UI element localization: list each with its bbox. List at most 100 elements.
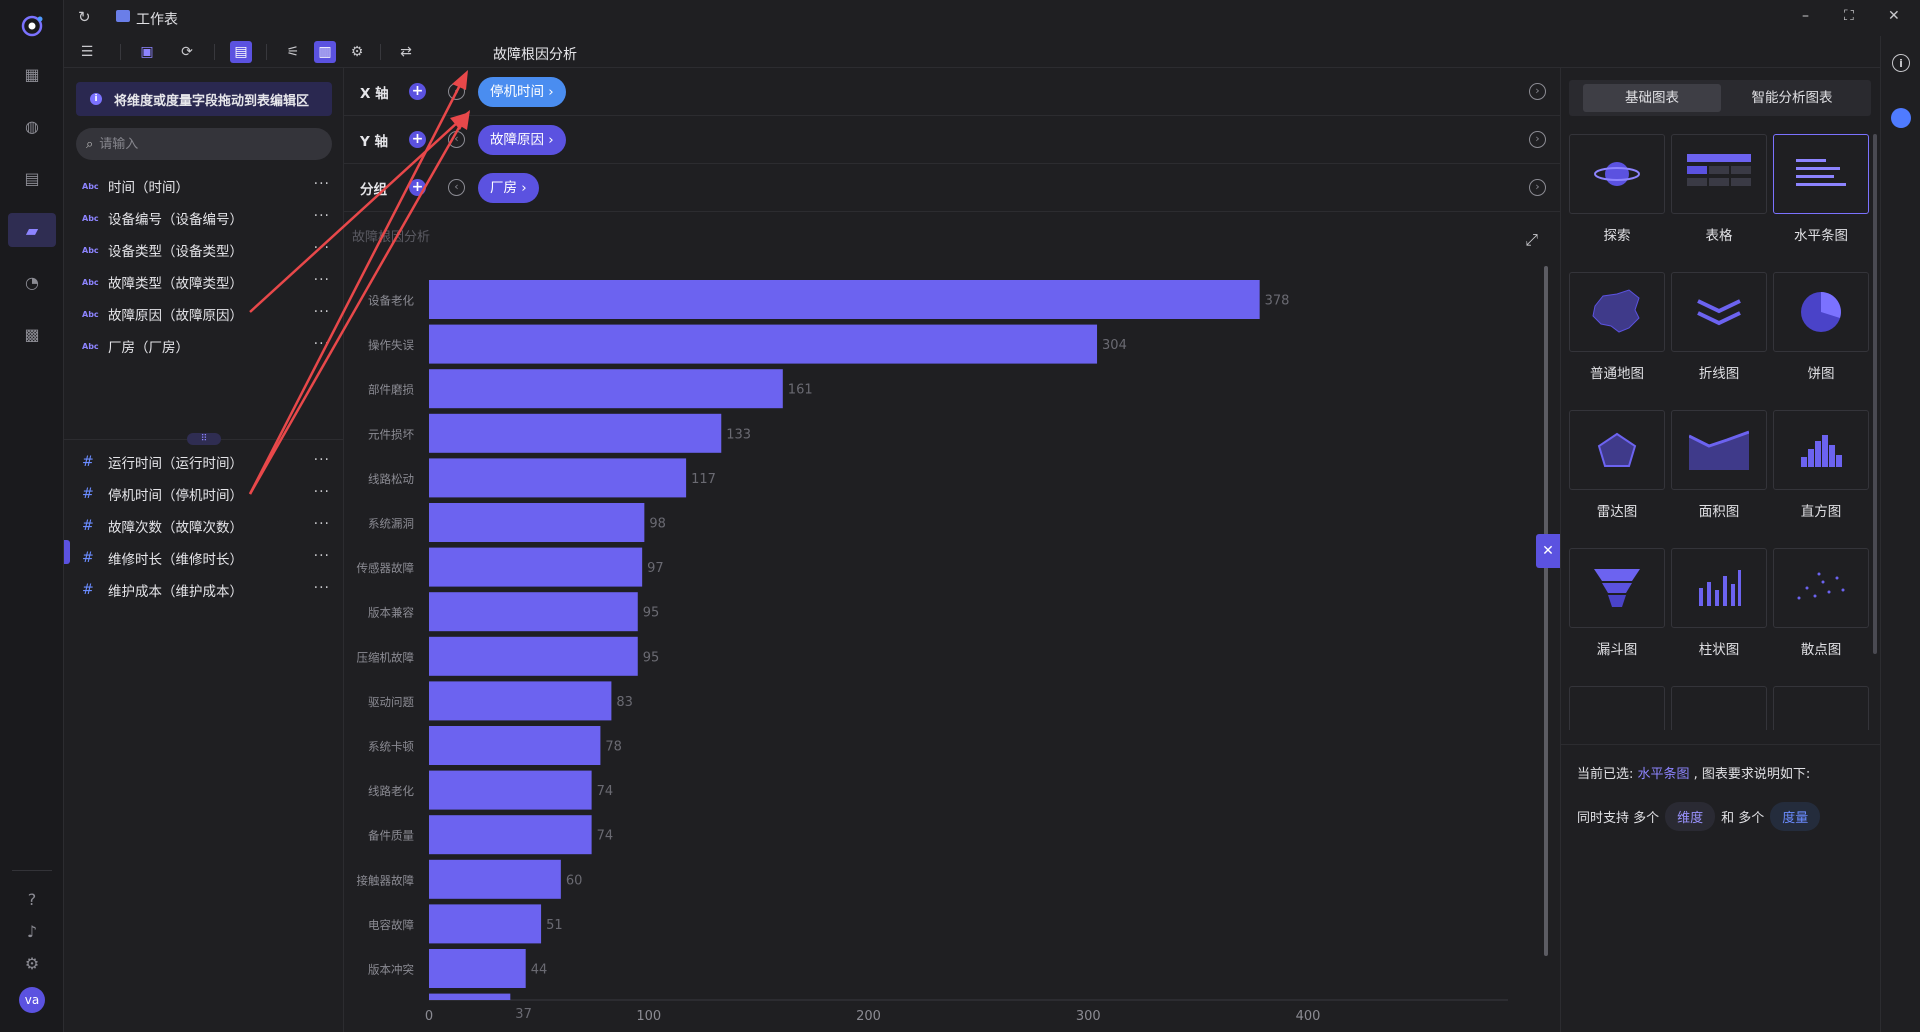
chart-type-tile[interactable]: 饼图 — [1773, 272, 1869, 382]
x-tick-label: 400 — [1296, 1009, 1321, 1024]
field-label: 故障原因（故障原因） — [108, 308, 243, 324]
search-icon: ⌕ — [86, 136, 94, 152]
field-item[interactable]: # 维修时长（维修时长） ··· — [64, 542, 344, 574]
chart-type-tile[interactable]: 漏斗图 — [1569, 548, 1665, 658]
field-item[interactable]: # 停机时间（停机时间） ··· — [64, 478, 344, 510]
chart-type-tile[interactable] — [1671, 686, 1767, 730]
more-icon[interactable]: ··· — [313, 484, 330, 500]
chart-panel-toggle-icon[interactable]: ▥ — [314, 41, 336, 63]
toolbar-separator — [380, 44, 381, 60]
add-icon[interactable]: + — [409, 131, 426, 148]
chart-type-tile[interactable]: 雷达图 — [1569, 410, 1665, 520]
tab-basic-charts[interactable]: 基础图表 — [1583, 84, 1721, 112]
field-label: 停机时间（停机时间） — [108, 488, 243, 504]
bar-value-label: 378 — [1265, 294, 1290, 309]
y-axis-pill[interactable]: 故障原因 › — [478, 125, 566, 155]
search-input[interactable] — [99, 136, 300, 152]
chart-title: 故障根因分析 — [352, 230, 431, 245]
panel-splitter[interactable]: ⠿ — [64, 433, 344, 445]
chart-type-tile[interactable]: 直方图 — [1773, 410, 1869, 520]
dataset-icon[interactable]: ▤ — [24, 168, 40, 188]
more-icon[interactable]: ··· — [313, 516, 330, 532]
chart-type-tile[interactable]: 探索 — [1569, 134, 1665, 244]
encoding-shelves: X 轴 + ‹ 停机时间 › › Y 轴 + ‹ 故障原因 › › 分组 + ‹… — [344, 68, 1560, 212]
chart-type-tile[interactable]: 普通地图 — [1569, 272, 1665, 382]
refresh-data-icon[interactable]: ⟳ — [181, 44, 193, 60]
worksheet-folder-icon[interactable]: ▰ — [8, 213, 56, 247]
fullscreen-icon[interactable]: ⤢ — [1525, 230, 1538, 249]
close-button[interactable]: ✕ — [1888, 8, 1900, 24]
drag-handle-icon[interactable]: ⠿ — [187, 433, 221, 445]
table-icon — [1687, 154, 1751, 186]
chart-types-scrollbar[interactable] — [1873, 134, 1877, 654]
app-logo[interactable] — [18, 12, 46, 40]
more-icon[interactable]: ··· — [313, 208, 330, 224]
chart-type-tile[interactable]: 折线图 — [1671, 272, 1767, 382]
category-label: 接触器故障 — [357, 873, 415, 887]
desc-selected: 水平条图 — [1637, 767, 1690, 782]
chart-type-tile[interactable]: 散点图 — [1773, 548, 1869, 658]
more-icon[interactable]: ··· — [313, 580, 330, 596]
collapse-fields-handle[interactable] — [64, 540, 70, 564]
chart-type-tile[interactable]: 表格 — [1671, 134, 1767, 244]
sheet-name: 故障根因分析 — [493, 47, 577, 63]
more-icon[interactable]: ··· — [313, 452, 330, 468]
x-axis-pill[interactable]: 停机时间 › — [478, 77, 566, 107]
more-icon[interactable]: ··· — [313, 176, 330, 192]
reload-icon[interactable]: ↻ — [78, 8, 91, 26]
chart-type-tile[interactable]: 面积图 — [1671, 410, 1767, 520]
field-panel-toggle-icon[interactable]: ▤ — [230, 41, 252, 63]
chevron-right-icon[interactable]: › — [1529, 83, 1546, 100]
text-type-icon: Abc — [82, 341, 99, 351]
share-icon[interactable]: ⇄ — [400, 44, 412, 60]
chart-type-tile[interactable] — [1773, 686, 1869, 730]
chart-type-tile-selected[interactable]: 水平条图 — [1773, 134, 1869, 244]
maximize-button[interactable]: ⛶ — [1844, 8, 1854, 24]
info-icon[interactable]: i — [1892, 54, 1910, 72]
more-icon[interactable]: ··· — [313, 548, 330, 564]
avatar[interactable]: va — [19, 987, 45, 1013]
more-icon[interactable]: ··· — [313, 304, 330, 320]
filter-icon[interactable]: ⚟ — [286, 44, 300, 60]
chevron-left-icon[interactable]: ‹ — [448, 179, 465, 196]
y-axis-shelf: Y 轴 + ‹ 故障原因 › › — [344, 116, 1560, 164]
minimize-button[interactable]: – — [1802, 8, 1809, 24]
more-icon[interactable]: ··· — [313, 272, 330, 288]
chevron-right-icon[interactable]: › — [1529, 179, 1546, 196]
bar — [429, 458, 687, 498]
field-item[interactable]: Abc 故障原因（故障原因） ··· — [64, 298, 344, 330]
gear-icon[interactable]: ⚙ — [24, 953, 40, 973]
field-item[interactable]: Abc 时间（时间） ··· — [64, 170, 344, 202]
chart-type-tile[interactable] — [1569, 686, 1665, 730]
add-icon[interactable]: + — [409, 83, 426, 100]
close-chart-panel-button[interactable]: ✕ — [1536, 534, 1560, 568]
apps-icon[interactable]: ▦ — [24, 64, 40, 84]
bar-value-label: 60 — [566, 873, 583, 888]
category-label: 版本冲突 — [368, 963, 414, 977]
chart-type-tile[interactable]: 柱状图 — [1671, 548, 1767, 658]
field-label: 运行时间（运行时间） — [108, 456, 243, 472]
text-type-icon: Abc — [82, 213, 99, 223]
dashboard-icon[interactable]: ◔ — [25, 272, 39, 292]
chart-scrollbar[interactable] — [1544, 266, 1548, 956]
settings-icon[interactable]: ⚙ — [350, 44, 364, 60]
field-item[interactable]: Abc 故障类型（故障类型） ··· — [64, 266, 344, 298]
field-item[interactable]: # 维护成本（维护成本） ··· — [64, 574, 344, 606]
field-item[interactable]: # 运行时间（运行时间） ··· — [64, 446, 344, 478]
field-item[interactable]: Abc 厂房（厂房） ··· — [64, 330, 344, 362]
field-item[interactable]: Abc 设备编号（设备编号） ··· — [64, 202, 344, 234]
group-pill[interactable]: 厂房 › — [478, 173, 539, 203]
collapse-panel-icon[interactable]: ☰ — [80, 44, 94, 60]
save-icon[interactable]: ▣ — [140, 44, 154, 60]
field-item[interactable]: # 故障次数（故障次数） ··· — [64, 510, 344, 542]
chevron-right-icon[interactable]: › — [1529, 131, 1546, 148]
bell-icon[interactable]: ♪ — [26, 921, 38, 941]
tab-smart-charts[interactable]: 智能分析图表 — [1751, 90, 1833, 106]
widgets-icon[interactable]: ▩ — [24, 324, 40, 344]
column-icon — [1699, 570, 1741, 606]
database-icon[interactable]: ◍ — [25, 116, 39, 136]
assistant-bot-icon[interactable] — [1891, 108, 1911, 128]
number-type-icon: # — [82, 550, 94, 566]
help-icon[interactable]: ? — [27, 889, 37, 909]
category-label: 部件磨损 — [368, 383, 414, 397]
